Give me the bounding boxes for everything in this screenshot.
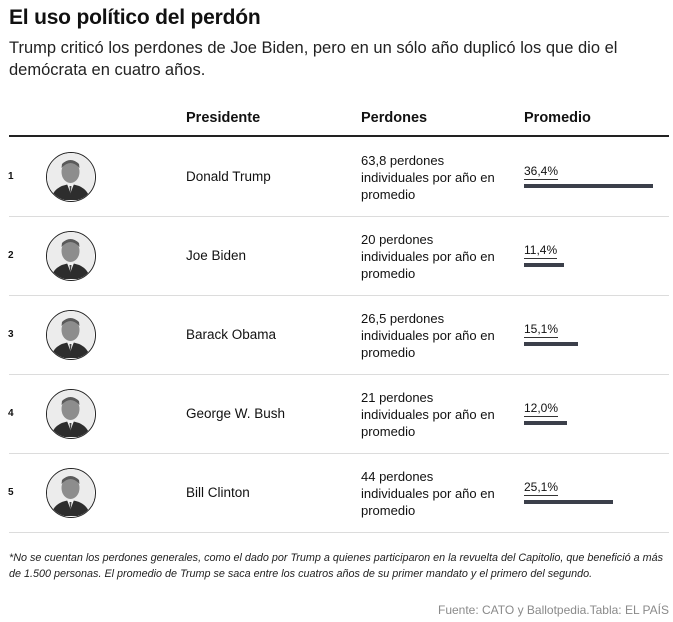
pardons-text: 26,5 perdones individuales por año en pr… bbox=[361, 311, 495, 360]
source-credit: Fuente: CATO y Ballotpedia.Tabla: EL PAÍ… bbox=[437, 603, 669, 617]
rank-number: 2 bbox=[8, 250, 14, 261]
pardons-text: 20 perdones individuales por año en prom… bbox=[361, 232, 495, 281]
president-portrait bbox=[46, 231, 96, 281]
average-bar bbox=[524, 184, 653, 188]
president-name: Bill Clinton bbox=[186, 485, 250, 500]
column-header-president: Presidente bbox=[186, 110, 261, 126]
table-row: 1 Donald Trump 63,8 perdones individuales … bbox=[0, 138, 673, 217]
average-bar bbox=[524, 500, 613, 504]
president-name: Donald Trump bbox=[186, 169, 271, 184]
average-bar bbox=[524, 342, 578, 346]
row-divider bbox=[9, 295, 669, 296]
row-divider bbox=[9, 453, 669, 454]
chart-subtitle: Trump criticó los perdones de Joe Biden,… bbox=[9, 39, 618, 79]
president-portrait bbox=[46, 152, 96, 202]
pardons-text: 44 perdones individuales por año en prom… bbox=[361, 469, 495, 518]
rank-number: 4 bbox=[8, 408, 14, 419]
pardons-text: 63,8 perdones individuales por año en pr… bbox=[361, 153, 495, 202]
average-bar bbox=[524, 263, 564, 267]
table-row: 3 Barack Obama 26,5 perdones individuales … bbox=[0, 296, 673, 375]
column-header-average: Promedio bbox=[524, 110, 591, 126]
average-label: 15,1% bbox=[524, 322, 559, 338]
row-divider bbox=[9, 374, 669, 375]
president-name: George W. Bush bbox=[186, 406, 286, 421]
header-divider bbox=[9, 135, 669, 137]
table-row: 5 Bill Clinton 44 perdones individuales po… bbox=[0, 454, 673, 533]
rank-number: 3 bbox=[8, 329, 14, 340]
rank-number: 1 bbox=[8, 171, 14, 182]
average-label: 36,4% bbox=[524, 164, 559, 180]
president-name: Barack Obama bbox=[186, 327, 277, 342]
president-portrait bbox=[46, 389, 96, 439]
chart-title: El uso político del perdón bbox=[9, 6, 261, 29]
table-row: 2 Joe Biden 20 perdones individuales por a… bbox=[0, 217, 673, 296]
president-portrait bbox=[46, 468, 96, 518]
row-divider bbox=[9, 216, 669, 217]
pardons-text: 21 perdones individuales por año en prom… bbox=[361, 390, 495, 439]
column-header-pardons: Perdones bbox=[361, 110, 428, 126]
president-name: Joe Biden bbox=[186, 248, 247, 263]
average-label: 12,0% bbox=[524, 401, 559, 417]
average-label: 11,4% bbox=[524, 243, 558, 259]
row-divider bbox=[9, 532, 669, 533]
average-label: 25,1% bbox=[524, 480, 559, 496]
footnote: *No se cuentan los perdones generales, c… bbox=[9, 552, 664, 580]
table-row: 4 George W. Bush 21 perdones individuales … bbox=[0, 375, 673, 454]
president-portrait bbox=[46, 310, 96, 360]
rank-number: 5 bbox=[8, 487, 14, 498]
average-bar bbox=[524, 421, 567, 425]
